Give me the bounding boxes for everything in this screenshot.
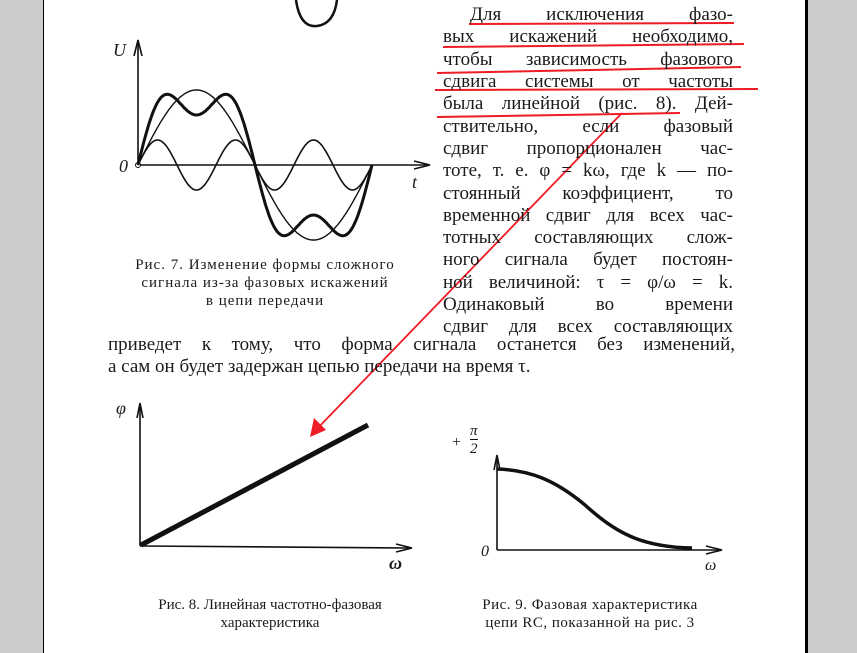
underline-3 xyxy=(436,66,742,74)
underline-1 xyxy=(468,22,735,25)
text-line: ного сигнала будет постоян- xyxy=(443,249,733,270)
arrow-line xyxy=(313,112,623,433)
fig9-x-label: ω xyxy=(705,557,717,574)
text-line: была линейной (рис. 8). Дей- xyxy=(443,93,733,114)
text-line: тотных составляющих слож- xyxy=(443,227,733,248)
text-line: Для исключения фазо- xyxy=(470,4,733,25)
text-line: вых искажений необходимо, xyxy=(443,26,733,47)
fig7-x-label: t xyxy=(412,172,418,192)
fig9-y-arrow xyxy=(493,454,501,471)
fig7-caption-line: в цепи передачи xyxy=(205,293,325,309)
fig9-y-label-num: π xyxy=(470,423,478,440)
fig9-phase-curve xyxy=(496,467,693,550)
fig8-x-arrow xyxy=(395,543,413,553)
fig8-caption-line: характеристика xyxy=(220,615,320,631)
text-line: временной сдвиг для всех час- xyxy=(443,205,733,226)
text-line: Одинаковый во времени xyxy=(443,294,733,315)
red-annotations xyxy=(310,22,759,437)
fig7-x-arrow xyxy=(413,160,431,170)
text-line: чтобы зависимость фазового xyxy=(443,49,733,70)
fig9-origin-label: 0 xyxy=(481,543,489,560)
text-line: сдвига системы от частоты xyxy=(443,71,733,92)
text-line: ствительно, если фазовый xyxy=(443,116,733,137)
fig9-x-arrow xyxy=(705,545,723,555)
fig7-sum-curve xyxy=(136,92,374,238)
text-line: а сам он будет задержан цепью передачи н… xyxy=(108,356,531,377)
fig9-y-label-sign: + xyxy=(452,434,462,451)
fig7-caption-line: сигнала из-за фазовых искажений xyxy=(141,275,389,291)
fig8-caption-line: Рис. 8. Линейная частотно-фазовая xyxy=(158,597,382,613)
text-line: приведет к тому, что форма сигнала остан… xyxy=(108,334,735,355)
figure-9 xyxy=(493,454,723,555)
fig8-phase-line xyxy=(139,422,370,548)
text-line: ной величиной: τ = φ/ω = k. xyxy=(443,272,733,293)
text-line: сдвиг пропорционален час- xyxy=(443,138,733,159)
document-page xyxy=(43,0,808,653)
arrow-head xyxy=(310,418,326,437)
text-line: сдвиг для всех составляющих xyxy=(443,316,733,337)
fig9-y-label-den: 2 xyxy=(470,441,478,457)
fig8-x-label: ω xyxy=(389,553,403,573)
figure-7 xyxy=(133,39,431,241)
fig9-caption-line: Рис. 9. Фазовая характеристика xyxy=(482,597,698,613)
figure-8 xyxy=(136,402,413,553)
fig7-y-label: U xyxy=(113,40,126,60)
fig8-y-label: φ xyxy=(116,398,126,418)
underline-2 xyxy=(442,43,745,48)
fig7-caption-line: Рис. 7. Изменение формы сложного xyxy=(135,257,395,273)
fig8-y-arrow xyxy=(136,402,144,419)
text-line: тоте, т. е. φ = kω, где k — по- xyxy=(443,160,733,181)
underline-5 xyxy=(436,112,681,118)
fig8-x-axis xyxy=(139,545,411,549)
fig7-origin-label: 0 xyxy=(119,156,128,176)
underline-4 xyxy=(434,88,759,91)
fig7-y-arrow xyxy=(133,39,143,57)
fig9-caption-line: цепи RC, показанной на рис. 3 xyxy=(485,615,695,631)
text-line: стоянный коэффициент, то xyxy=(443,183,733,204)
previous-figure-curve xyxy=(294,0,339,28)
